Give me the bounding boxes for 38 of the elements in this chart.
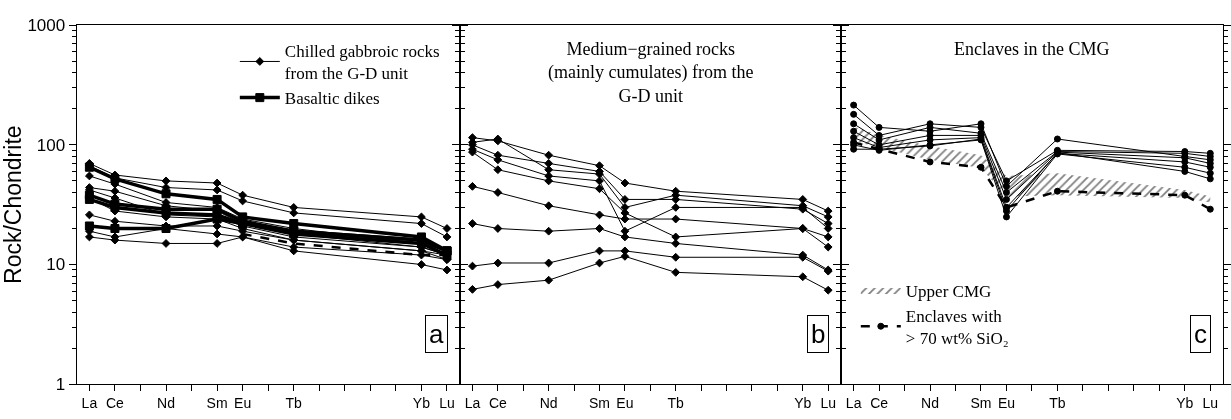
annotation: c [1194, 319, 1207, 349]
x-tick-label: Nd [157, 394, 175, 411]
legend-label: Chilled gabbroic rocks from the G-D unit [284, 42, 440, 84]
x-tick-label: Eu [234, 394, 252, 411]
legend-label: Enclaves with > 70 wt% SiO₂ [905, 306, 1009, 348]
x-tick-label: Nd [539, 394, 558, 411]
text: Enclaves in the CMG [954, 39, 1110, 59]
x-tick-label: Eu [616, 394, 634, 411]
x-tick-label: La [845, 394, 862, 411]
x-tick-label: Eu [997, 394, 1016, 411]
text: Medium−grained rocks (mainly cumulates) from the G-D unit [548, 39, 754, 106]
y-tick-label: 1000 [27, 16, 66, 36]
x-tick-label: Yb [412, 394, 431, 411]
x-tick-label: Ce [488, 394, 508, 411]
x-tick-label: Nd [921, 394, 939, 411]
x-tick-label: Lu [439, 394, 455, 411]
y-tick-label: 100 [36, 135, 66, 155]
x-tick-label: Lu [1202, 394, 1219, 411]
x-tick-label: Sm [206, 394, 228, 411]
x-tick-label: Yb [794, 394, 812, 411]
x-tick-label: Ce [105, 394, 125, 411]
legend-label: Upper CMG [905, 281, 992, 301]
x-tick-label: Tb [1049, 394, 1066, 411]
x-tick-label: Tb [667, 394, 685, 411]
y-axis-title: Rock/Chondrite [0, 125, 26, 284]
x-tick-label: Ce [870, 394, 889, 411]
x-tick-label: La [81, 394, 98, 411]
x-tick-label: Tb [285, 394, 303, 411]
legend-label: Basaltic dikes [284, 89, 380, 109]
x-tick-label: Sm [589, 394, 610, 411]
x-tick-label: Lu [820, 394, 836, 411]
y-tick-label: 1 [55, 375, 66, 395]
annotation: a [429, 319, 444, 349]
x-tick-label: Yb [1176, 394, 1194, 411]
x-tick-label: La [464, 394, 481, 411]
annotation: b [811, 319, 826, 349]
y-tick-label: 10 [46, 255, 66, 275]
x-tick-label: Sm [970, 394, 992, 411]
